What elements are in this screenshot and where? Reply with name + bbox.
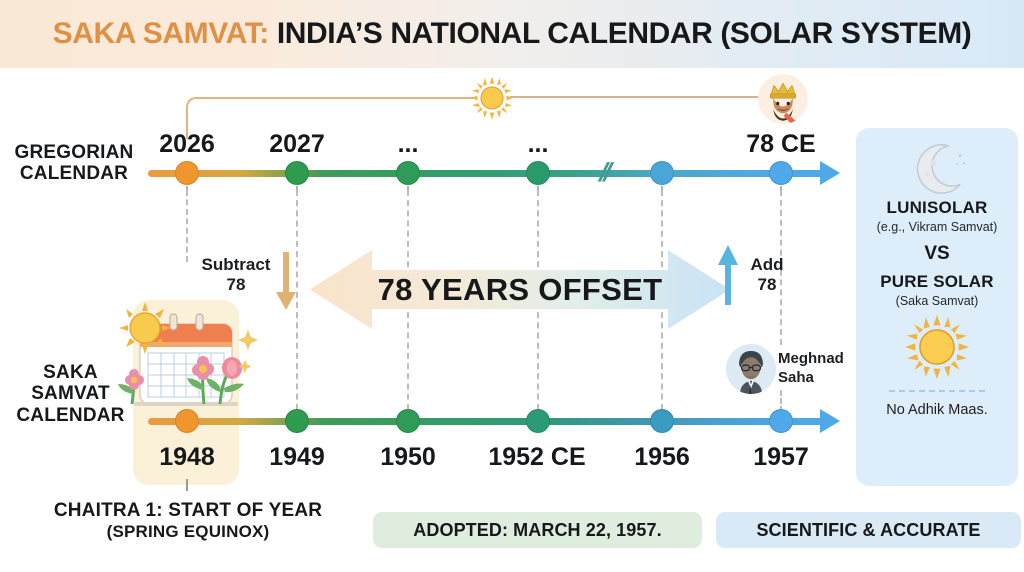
saka-tick-label: 1950 (380, 443, 436, 471)
title-main: INDIA’S NATIONAL CALENDAR (SOLAR SYSTEM) (276, 17, 972, 50)
gregorian-tick-dot[interactable] (397, 162, 419, 184)
saka-label-line2: SAMVAT (31, 383, 110, 405)
saka-tick-dot[interactable] (527, 410, 549, 432)
saka-tick-label: 1948 (159, 443, 215, 471)
lunisolar-subtitle: (e.g., Vikram Samvat) (876, 220, 998, 234)
sun-icon (904, 314, 970, 380)
subtract-note-line2: 78 (226, 275, 246, 295)
gregorian-axis-label: GREGORIAN CALENDAR (4, 142, 144, 185)
saka-tick-label: 1949 (269, 443, 325, 471)
lunisolar-title: LUNISOLAR (886, 198, 988, 217)
crescent-moon-icon (906, 142, 968, 198)
no-adhik-maas-label: No Adhik Maas. (886, 402, 988, 418)
gregorian-tick-dot[interactable] (176, 162, 198, 184)
pure-solar-subtitle: (Saka Samvat) (895, 294, 979, 308)
gregorian-tick-label: 2027 (269, 130, 325, 158)
pure-solar-title: PURE SOLAR (880, 272, 994, 291)
subtract-note: Subtract 78 (188, 255, 284, 296)
king-avatar-icon (758, 74, 808, 124)
saka-tick-dot[interactable] (651, 410, 673, 432)
gregorian-label-line2: CALENDAR (19, 163, 129, 185)
offset-arrow: 78 YEARS OFFSET (310, 242, 730, 337)
saka-timeline-arrowhead (820, 409, 840, 433)
gregorian-tick-label: 2026 (159, 130, 215, 158)
sun-icon (470, 76, 514, 120)
add-note-line1: Add (750, 255, 784, 274)
tick-stub (296, 186, 298, 192)
subtract-note-line1: Subtract (201, 255, 271, 274)
chaitra-caption-line2: (SPRING EQUINOX) (106, 522, 270, 541)
scientist-name-line1: Meghnad (778, 350, 844, 367)
chaitra-caption: CHAITRA 1: START OF YEAR (SPRING EQUINOX… (28, 500, 348, 542)
tick-stub (661, 186, 663, 192)
tick-stub (537, 186, 539, 192)
saka-tick-dot[interactable] (770, 410, 792, 432)
scientist-name: Meghnad Saha (778, 350, 858, 388)
gregorian-tick-dot[interactable] (651, 162, 673, 184)
saka-tick-dot[interactable] (176, 410, 198, 432)
vs-label: VS (924, 243, 950, 264)
tick-stub (186, 186, 188, 192)
saka-label-line1: SAKA (43, 362, 98, 383)
saka-tick-label: 1956 (634, 443, 690, 471)
chaitra-caption-line1: CHAITRA 1: START OF YEAR (53, 500, 323, 521)
connector-dashed-line (296, 190, 298, 420)
add-note-line2: 78 (757, 275, 777, 295)
gregorian-tick-label: 78 CE (746, 130, 816, 158)
meghnad-saha-portrait-icon (726, 344, 776, 394)
gregorian-label-line1: GREGORIAN (14, 142, 134, 163)
header-banner: SAKA SAMVAT: INDIA’S NATIONAL CALENDAR (… (0, 0, 1024, 68)
scientific-badge[interactable]: SCIENTIFIC & ACCURATE (716, 512, 1021, 548)
connector-dashed-line (186, 190, 188, 262)
gregorian-tick-dot[interactable] (527, 162, 549, 184)
connector-dashed-line (780, 390, 782, 420)
sun-connector-line-right (510, 96, 763, 98)
saka-label-line3: CALENDAR (16, 404, 125, 426)
tick-stub (186, 479, 188, 491)
saka-tick-label: 1957 (753, 443, 809, 471)
saka-tick-dot[interactable] (397, 410, 419, 432)
gregorian-tick-dot[interactable] (770, 162, 792, 184)
offset-arrow-label: 78 YEARS OFFSET (377, 271, 663, 307)
tick-stub (407, 186, 409, 192)
connector-dashed-line (780, 190, 782, 345)
saka-timeline-bar (148, 418, 824, 425)
page-title: SAKA SAMVAT: INDIA’S NATIONAL CALENDAR (… (53, 17, 972, 51)
title-accent: SAKA SAMVAT: (52, 17, 270, 50)
arrow-up-icon (716, 243, 740, 305)
spring-calendar-icon (112, 300, 264, 422)
sun-connector-line-left (186, 97, 476, 139)
saka-axis-label: SAKA SAMVAT CALENDAR (4, 362, 137, 426)
scientist-name-line2: Saha (778, 368, 814, 386)
gregorian-timeline-bar (148, 170, 824, 177)
arrow-down-icon (274, 252, 298, 312)
panel-divider (889, 390, 985, 392)
gregorian-tick-label: ... (397, 130, 419, 158)
saka-tick-dot[interactable] (286, 410, 308, 432)
gregorian-tick-label: ... (527, 130, 549, 158)
gregorian-tick-dot[interactable] (286, 162, 308, 184)
saka-tick-label: 1952 CE (488, 443, 586, 471)
adopted-badge[interactable]: ADOPTED: MARCH 22, 1957. (373, 512, 702, 548)
calendar-comparison-panel: LUNISOLAR (e.g., Vikram Samvat) VS PURE … (856, 128, 1018, 486)
tick-stub (780, 186, 782, 192)
add-note: Add 78 (736, 255, 798, 296)
gregorian-timeline-arrowhead (820, 161, 840, 185)
